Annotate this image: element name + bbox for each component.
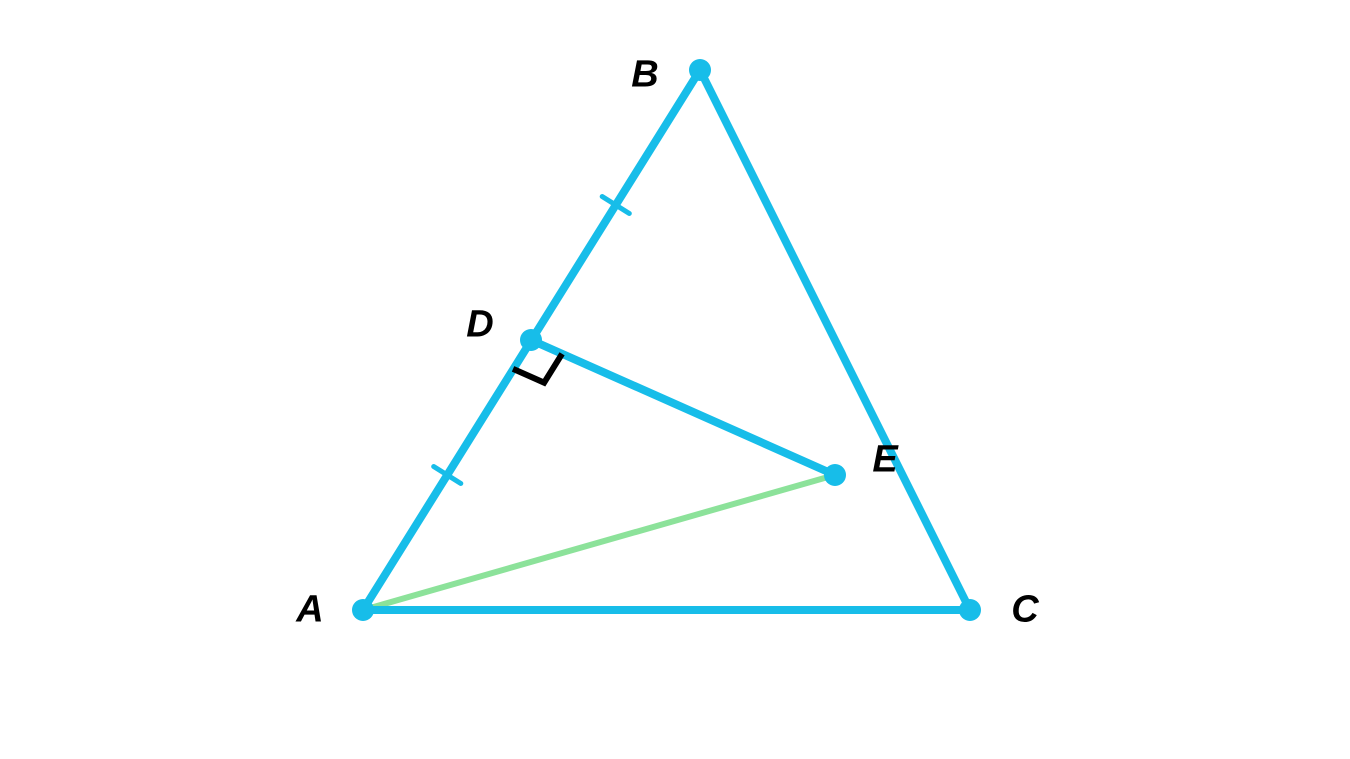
point-E (824, 464, 846, 486)
diagram-canvas: A B C D E (0, 0, 1350, 759)
label-B: B (631, 54, 658, 97)
edge-DE (531, 340, 835, 475)
point-B (689, 59, 711, 81)
geometry-svg (0, 0, 1350, 759)
label-D: D (466, 304, 493, 347)
point-C (959, 599, 981, 621)
label-A: A (296, 589, 323, 632)
edge-BC (700, 70, 970, 610)
label-E: E (872, 439, 897, 482)
label-C: C (1011, 589, 1038, 632)
point-A (352, 599, 374, 621)
point-D (520, 329, 542, 351)
